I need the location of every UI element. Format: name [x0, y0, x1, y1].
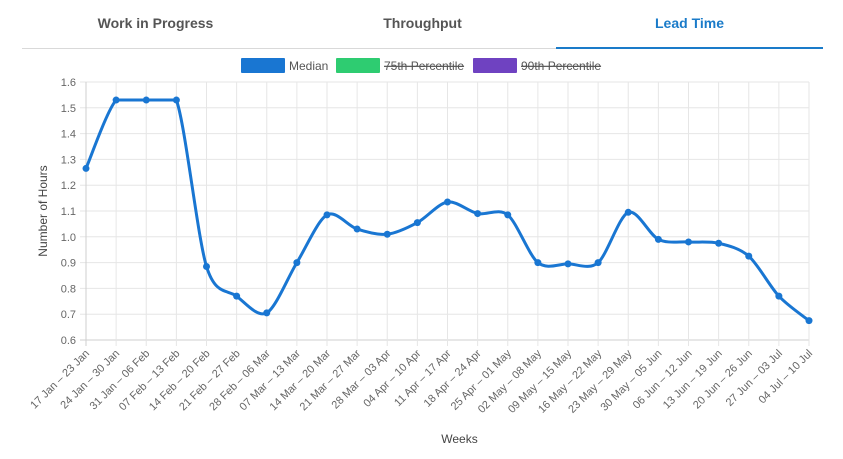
data-point-median[interactable]	[715, 239, 723, 247]
data-point-median[interactable]	[172, 96, 180, 104]
tab-work-in-progress[interactable]: Work in Progress	[97, 15, 214, 31]
data-point-median[interactable]	[383, 230, 391, 238]
data-point-median[interactable]	[685, 238, 692, 246]
data-point-median[interactable]	[654, 235, 662, 243]
legend-label-1[interactable]: Median	[289, 59, 328, 73]
y-tick-label: 1.5	[61, 103, 76, 115]
data-point-median[interactable]	[805, 317, 813, 325]
data-point-median[interactable]	[624, 208, 632, 216]
data-point-median[interactable]	[82, 164, 90, 172]
legend-label-3[interactable]: 90th Percentile	[521, 59, 601, 73]
data-point-median[interactable]	[233, 292, 241, 300]
y-tick-label: 1.1	[61, 206, 76, 218]
legend-swatch-3[interactable]	[473, 58, 517, 73]
y-tick-label: 1.0	[61, 232, 76, 244]
tab-divider	[22, 48, 823, 49]
legend-swatch-1[interactable]	[241, 58, 285, 73]
y-tick-label: 1.2	[61, 180, 76, 192]
active-tab-indicator	[556, 47, 823, 49]
tab-lead-time[interactable]: Lead Time	[655, 15, 724, 31]
data-point-median[interactable]	[745, 252, 753, 260]
tab-throughput[interactable]: Throughput	[383, 15, 462, 31]
data-point-median[interactable]	[534, 259, 542, 267]
y-tick-label: 1.4	[61, 129, 76, 141]
data-point-median[interactable]	[564, 260, 572, 268]
y-tick-label: 0.8	[61, 283, 76, 295]
legend-swatch-2[interactable]	[336, 58, 380, 73]
y-tick-label: 0.7	[61, 309, 76, 321]
x-axis-title: Weeks	[441, 432, 477, 446]
data-point-median[interactable]	[504, 211, 512, 219]
data-point-median[interactable]	[474, 210, 482, 218]
y-tick-label: 1.6	[61, 77, 76, 89]
data-point-median[interactable]	[353, 225, 361, 233]
x-tick-label: 04 Jul – 10 Jul	[756, 348, 815, 407]
y-axis-title: Number of Hours	[36, 165, 50, 256]
data-point-median[interactable]	[775, 292, 783, 300]
data-point-median[interactable]	[112, 96, 120, 104]
y-tick-label: 1.3	[61, 154, 76, 166]
data-point-median[interactable]	[413, 219, 421, 227]
tab-bar: Work in Progress Throughput Lead Time	[22, 0, 823, 50]
data-point-median[interactable]	[444, 198, 451, 206]
data-point-median[interactable]	[142, 96, 150, 104]
legend-label-2[interactable]: 75th Percentile	[384, 59, 464, 73]
data-point-median[interactable]	[263, 309, 271, 317]
data-point-median[interactable]	[323, 211, 331, 219]
y-tick-label: 0.6	[61, 335, 76, 347]
data-point-median[interactable]	[203, 262, 210, 270]
y-tick-label: 0.9	[61, 258, 76, 270]
data-point-median[interactable]	[594, 259, 602, 267]
data-point-median[interactable]	[293, 259, 301, 267]
lead-time-chart: 0.60.70.80.91.01.11.21.31.41.51.617 Jan …	[28, 58, 815, 446]
